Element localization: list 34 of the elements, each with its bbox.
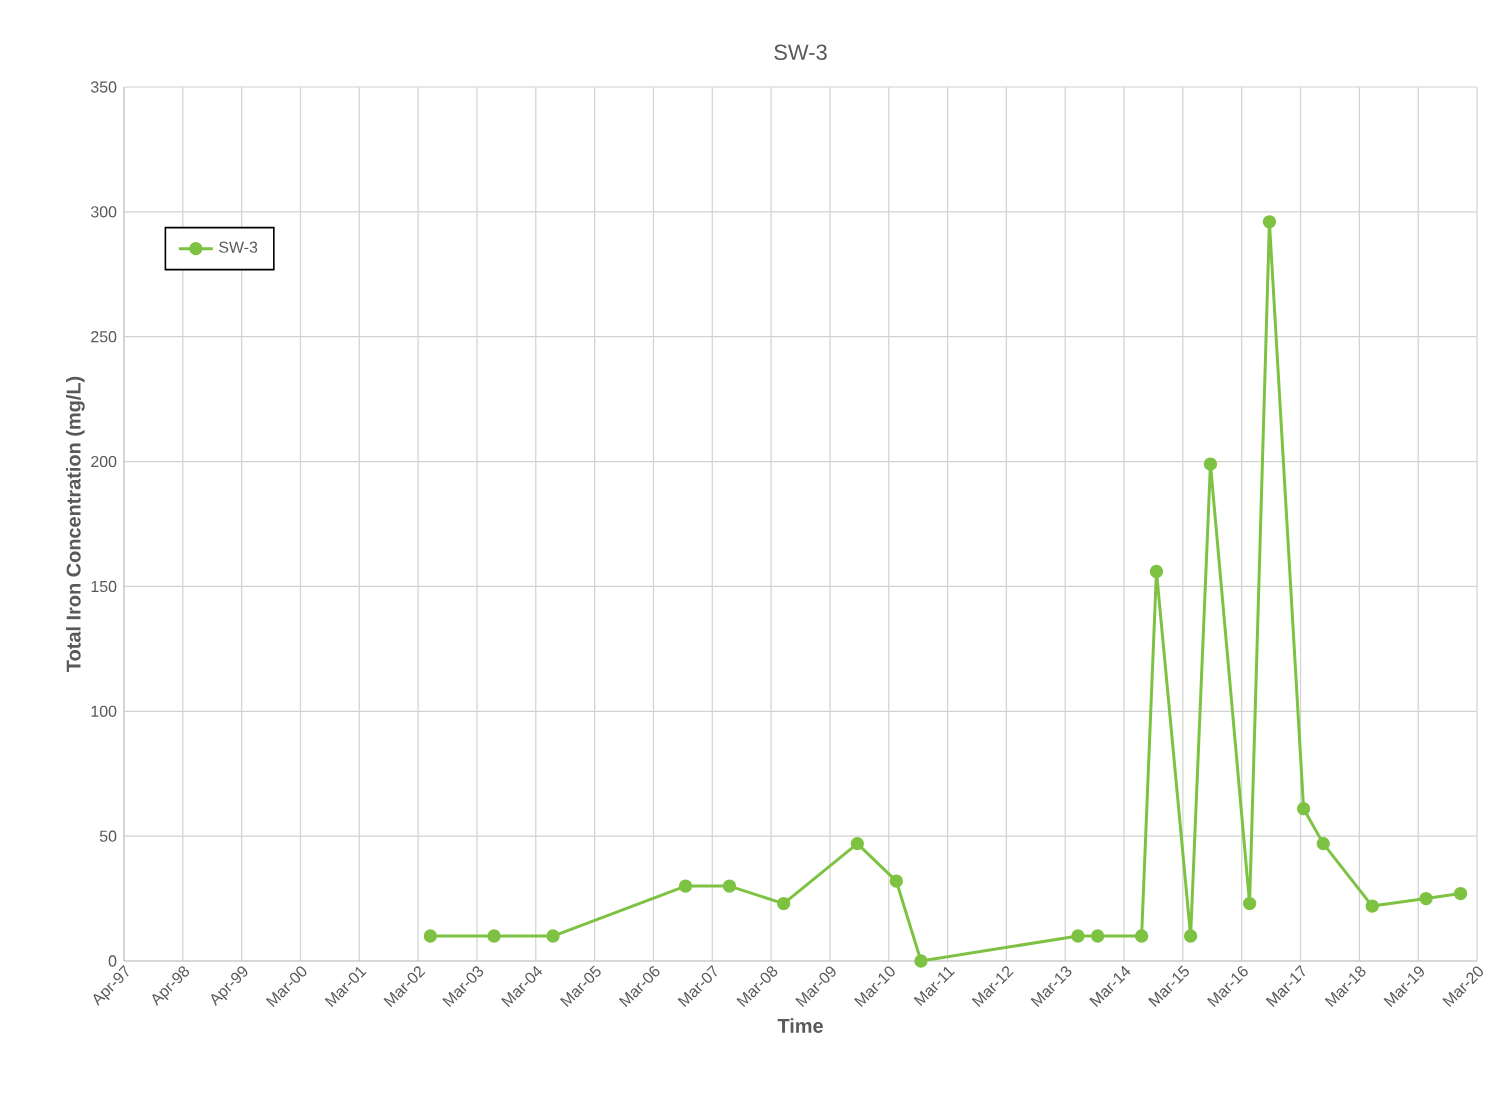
point	[1365, 899, 1379, 913]
point	[1453, 886, 1468, 901]
legend-label: SW-3	[219, 241, 258, 253]
point	[546, 929, 560, 943]
point	[776, 896, 791, 911]
y-tick-label: 250	[91, 331, 117, 343]
point	[1419, 891, 1433, 906]
point	[1134, 929, 1149, 943]
y-tick-label: 50	[99, 830, 117, 842]
point	[1203, 457, 1218, 471]
chart-title: SW-3	[774, 44, 827, 60]
point	[423, 929, 438, 943]
point	[1183, 929, 1198, 943]
y-tick-label: 150	[91, 580, 117, 593]
y-tick-label: 300	[90, 206, 117, 218]
point	[1149, 564, 1164, 579]
point	[1296, 801, 1311, 816]
point	[1316, 836, 1330, 851]
x-axis-title: Time	[777, 1018, 823, 1033]
point	[1262, 215, 1277, 229]
y-tick-label: 0	[108, 955, 117, 967]
point	[850, 836, 864, 851]
point	[487, 929, 501, 943]
y-tick-label: 350	[90, 81, 117, 93]
point	[678, 879, 693, 893]
point	[914, 954, 928, 968]
point	[889, 874, 903, 888]
point	[1090, 929, 1105, 943]
y-axis-title: Total Iron Concentration (mg/L)	[66, 376, 85, 672]
y-tick-label: 200	[91, 455, 117, 468]
point	[1071, 929, 1085, 943]
point	[722, 879, 737, 893]
y-tick-label: 100	[91, 705, 117, 717]
point	[1242, 896, 1257, 911]
